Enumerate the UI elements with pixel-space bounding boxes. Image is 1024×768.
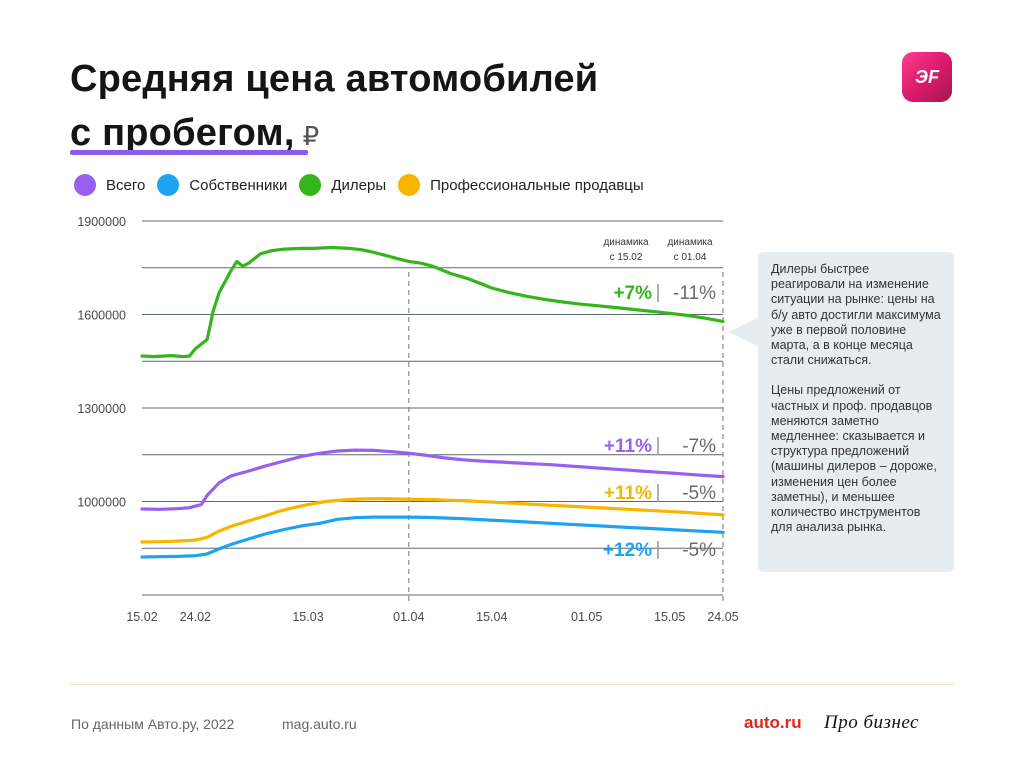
y-tick-label: 1900000 (77, 215, 126, 229)
title-underline (70, 150, 308, 155)
change-column-header: динамика (603, 237, 649, 248)
legend-item-total: Всего (74, 174, 145, 196)
change-since-0104: -5% (682, 483, 716, 504)
y-tick-label: 1000000 (77, 496, 126, 510)
change-column-subheader: с 15.02 (610, 252, 643, 263)
legend-item-pro-sellers: Профессиональные продавцы (398, 174, 644, 196)
note-paragraph-2: Цены предложений от частных и проф. прод… (771, 383, 937, 535)
series-line-Дилеры (140, 245, 725, 359)
legend-dot-icon (74, 174, 96, 196)
x-tick-label: 15.02 (126, 610, 157, 624)
probusiness-logo: Про бизнес (824, 712, 919, 733)
change-since-1502: +12% (603, 540, 652, 561)
currency-unit: ₽ (302, 121, 320, 151)
legend-dot-icon (157, 174, 180, 196)
series-line-Всего (140, 448, 725, 511)
change-separator: | (656, 282, 661, 303)
legend: Всего Собственники Дилеры Профессиональн… (74, 174, 656, 196)
change-since-0104: -7% (682, 436, 716, 457)
series-line-Собственники (140, 515, 725, 559)
note-pointer (728, 318, 758, 346)
legend-dot-icon (299, 174, 322, 196)
legend-item-owners: Собственники (157, 174, 287, 196)
legend-label: Профессиональные продавцы (430, 176, 644, 194)
title-line-2-text: с пробегом, (70, 112, 295, 154)
legend-dot-icon (398, 174, 421, 196)
y-tick-label: 1300000 (77, 402, 126, 416)
title-line-2: с пробегом, ₽ (70, 106, 598, 163)
change-since-1502: +7% (613, 283, 652, 304)
x-tick-label: 15.04 (476, 610, 507, 624)
y-tick-label: 1600000 (77, 309, 126, 323)
change-since-0104: -11% (673, 283, 716, 304)
legend-label: Дилеры (331, 176, 387, 194)
footer-site-link[interactable]: mag.auto.ru (282, 716, 357, 732)
x-tick-label: 24.05 (707, 610, 738, 624)
change-separator: | (656, 482, 661, 503)
x-tick-label: 15.03 (292, 610, 323, 624)
x-tick-label: 15.05 (654, 610, 685, 624)
title-line-1: Средняя цена автомобилей (70, 58, 599, 100)
change-since-1502: +11% (604, 483, 652, 504)
change-column-subheader: с 01.04 (674, 252, 707, 263)
x-tick-label: 01.05 (571, 610, 602, 624)
note-paragraph-1: Дилеры быстрее реагировали на изменение … (771, 262, 941, 368)
change-column-header: динамика (667, 237, 713, 248)
autoru-logo: auto.ru (744, 713, 802, 732)
x-tick-label: 01.04 (393, 610, 424, 624)
change-since-1502: +11% (604, 436, 652, 457)
footer-divider (70, 684, 954, 685)
change-since-0104: -5% (682, 540, 716, 561)
annotation-note: Дилеры быстрее реагировали на изменение … (758, 252, 954, 572)
legend-label: Собственники (189, 176, 288, 194)
legend-item-dealers: Дилеры (299, 174, 386, 196)
footer-source: По данным Авто.ру, 2022 (71, 716, 235, 732)
change-separator: | (656, 539, 661, 560)
series-line-Профессиональные продавцы (140, 497, 725, 544)
change-separator: | (656, 435, 661, 456)
chart-title: Средняя цена автомобилей с пробегом, ₽ (70, 52, 598, 163)
x-tick-label: 24.02 (180, 610, 211, 624)
legend-label: Всего (106, 176, 146, 194)
publication-logo: ЭF (902, 52, 952, 102)
